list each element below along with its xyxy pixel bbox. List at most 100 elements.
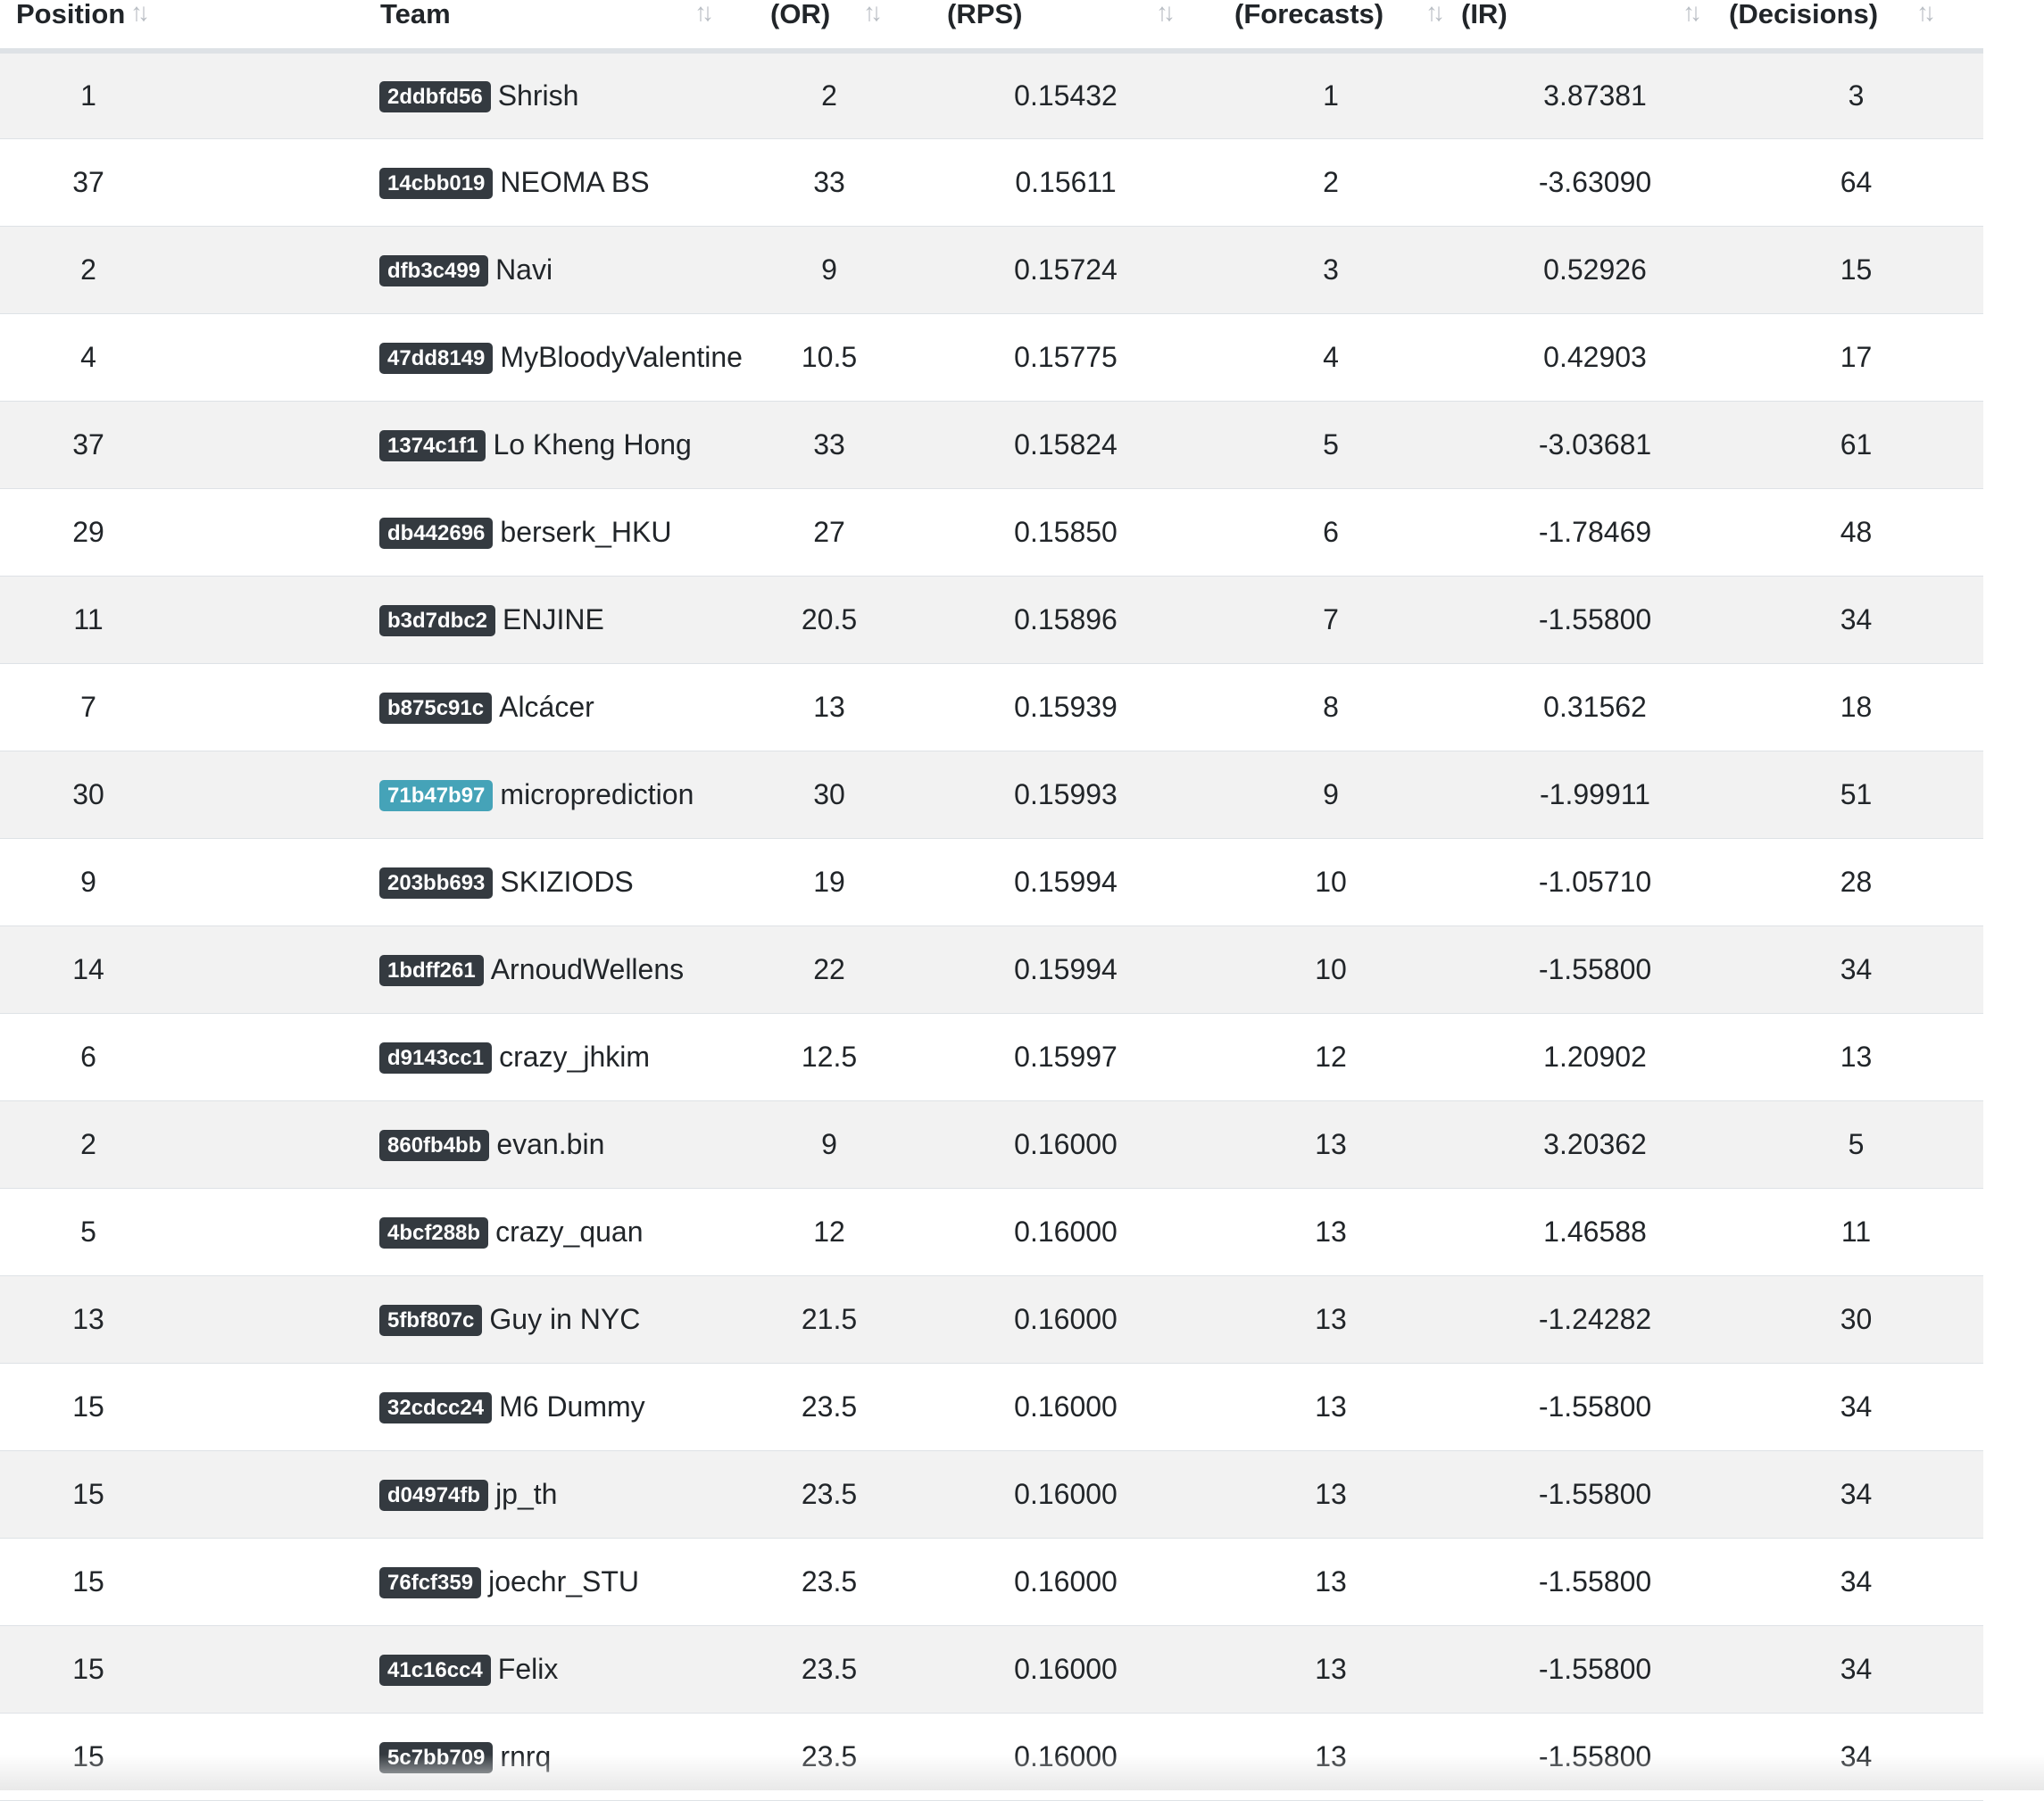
team-name: crazy_quan [495, 1215, 644, 1248]
table-row: 2 860fb4bb evan.bin 9 0.16000 13 3.20362 5 [0, 1100, 1983, 1189]
or-cell: 23.5 [727, 1538, 931, 1626]
position-cell: 30 [0, 751, 177, 839]
column-header-team[interactable]: Team ↑↓ [177, 0, 727, 54]
forecasts-rank-cell: 12 [1201, 1013, 1461, 1101]
rps-cell: 0.15994 [931, 925, 1201, 1014]
column-header-decisions[interactable]: (Decisions) ↑↓ [1729, 0, 1983, 54]
ir-cell: 0.52926 [1461, 226, 1729, 314]
team-cell: 860fb4bb evan.bin [177, 1100, 727, 1189]
rps-cell: 0.16000 [931, 1625, 1201, 1714]
team-cell: 41c16cc4 Felix [177, 1625, 727, 1714]
team-id-badge: 2ddbfd56 [379, 80, 491, 112]
team-name: SKIZIODS [500, 865, 634, 898]
ir-cell: 3.20362 [1461, 1100, 1729, 1189]
decisions-rank-cell: 34 [1729, 1625, 1983, 1714]
or-cell: 20.5 [727, 576, 931, 664]
team-name: Felix [497, 1652, 559, 1685]
ir-cell: -1.55800 [1461, 1363, 1729, 1451]
team-cell: dfb3c499 Navi [177, 226, 727, 314]
team-name: ENJINE [503, 602, 604, 635]
table-row: 15 d04974fb jp_th 23.5 0.16000 13 -1.55800 34 [0, 1450, 1983, 1539]
table-row: 11 b3d7dbc2 ENJINE 20.5 0.15896 7 -1.55800 34 [0, 576, 1983, 664]
team-name: joechr_STU [488, 1564, 640, 1598]
team-id-badge: 5fbf807c [379, 1304, 483, 1336]
column-header-rps[interactable]: (RPS) ↑↓ [931, 0, 1201, 54]
sort-arrows-icon[interactable]: ↑↓ [694, 0, 714, 26]
decisions-rank-cell: 34 [1729, 1538, 1983, 1626]
column-header-label: Position [16, 0, 126, 29]
decisions-rank-cell: 34 [1729, 1450, 1983, 1539]
forecasts-rank-cell: 10 [1201, 838, 1461, 926]
or-cell: 19 [727, 838, 931, 926]
forecasts-rank-cell: 7 [1201, 576, 1461, 664]
forecasts-rank-cell: 8 [1201, 663, 1461, 751]
or-cell: 9 [727, 226, 931, 314]
rps-cell: 0.16000 [931, 1538, 1201, 1626]
position-cell: 29 [0, 488, 177, 577]
decisions-rank-cell: 15 [1729, 226, 1983, 314]
decisions-rank-cell: 34 [1729, 1713, 1983, 1801]
table-row: 4 47dd8149 MyBloodyValentine 10.5 0.15775 4 0.… [0, 313, 1983, 402]
sort-arrows-icon[interactable]: ↑↓ [130, 0, 150, 26]
sort-arrows-icon[interactable]: ↑↓ [863, 0, 883, 26]
team-name: NEOMA BS [500, 165, 650, 198]
forecasts-rank-cell: 4 [1201, 313, 1461, 402]
position-cell: 15 [0, 1625, 177, 1714]
team-name: M6 Dummy [499, 1390, 645, 1423]
position-cell: 37 [0, 401, 177, 489]
table-row: 13 5fbf807c Guy in NYC 21.5 0.16000 13 -1.2428… [0, 1275, 1983, 1364]
team-cell: 14cbb019 NEOMA BS [177, 138, 727, 227]
team-id-badge: 5c7bb709 [379, 1741, 494, 1773]
team-cell: 2ddbfd56 Shrish [177, 51, 727, 139]
or-cell: 27 [727, 488, 931, 577]
team-name: jp_th [495, 1477, 558, 1510]
team-name: Lo Kheng Hong [493, 427, 692, 461]
team-cell: d04974fb jp_th [177, 1450, 727, 1539]
ir-cell: 1.20902 [1461, 1013, 1729, 1101]
team-id-badge: 14cbb019 [379, 167, 494, 199]
team-name: berserk_HKU [500, 515, 672, 548]
sort-arrows-icon[interactable]: ↑↓ [1683, 0, 1702, 26]
column-header-ir[interactable]: (IR) ↑↓ [1461, 0, 1729, 54]
team-id-badge: 203bb693 [379, 867, 494, 899]
or-cell: 23.5 [727, 1713, 931, 1801]
or-cell: 2 [727, 51, 931, 139]
or-cell: 23.5 [727, 1625, 931, 1714]
rps-cell: 0.15824 [931, 401, 1201, 489]
or-cell: 23.5 [727, 1363, 931, 1451]
position-cell: 15 [0, 1713, 177, 1801]
ir-cell: -3.63090 [1461, 138, 1729, 227]
team-name: MyBloodyValentine [500, 340, 743, 373]
rps-cell: 0.16000 [931, 1713, 1201, 1801]
table-row: 7 b875c91c Alcácer 13 0.15939 8 0.31562 18 [0, 663, 1983, 751]
team-id-badge: 4bcf288b [379, 1216, 489, 1249]
decisions-rank-cell: 34 [1729, 1363, 1983, 1451]
sort-arrows-icon[interactable]: ↑↓ [1916, 0, 1936, 26]
sort-arrows-icon[interactable]: ↑↓ [1156, 0, 1176, 26]
sort-arrows-icon[interactable]: ↑↓ [1425, 0, 1445, 26]
team-id-badge: 41c16cc4 [379, 1654, 491, 1686]
forecasts-rank-cell: 5 [1201, 401, 1461, 489]
or-cell: 12 [727, 1188, 931, 1276]
team-name: Shrish [497, 79, 579, 112]
forecasts-rank-cell: 3 [1201, 226, 1461, 314]
rps-cell: 0.15850 [931, 488, 1201, 577]
team-cell: 203bb693 SKIZIODS [177, 838, 727, 926]
ir-cell: 0.31562 [1461, 663, 1729, 751]
or-cell: 33 [727, 401, 931, 489]
ir-cell: -1.55800 [1461, 576, 1729, 664]
or-cell: 21.5 [727, 1275, 931, 1364]
column-header-or[interactable]: (OR) ↑↓ [727, 0, 931, 54]
column-header-forecasts[interactable]: (Forecasts) ↑↓ [1201, 0, 1461, 54]
rps-cell: 0.15896 [931, 576, 1201, 664]
team-cell: db442696 berserk_HKU [177, 488, 727, 577]
column-header-label: (IR) [1461, 0, 1508, 29]
ir-cell: -1.24282 [1461, 1275, 1729, 1364]
rps-cell: 0.15997 [931, 1013, 1201, 1101]
column-header-label: Team [380, 0, 451, 29]
ir-cell: 1.46588 [1461, 1188, 1729, 1276]
column-header-position[interactable]: Position ↑↓ [0, 0, 177, 54]
team-cell: 71b47b97 microprediction [177, 751, 727, 839]
forecasts-rank-cell: 13 [1201, 1188, 1461, 1276]
rps-cell: 0.15993 [931, 751, 1201, 839]
